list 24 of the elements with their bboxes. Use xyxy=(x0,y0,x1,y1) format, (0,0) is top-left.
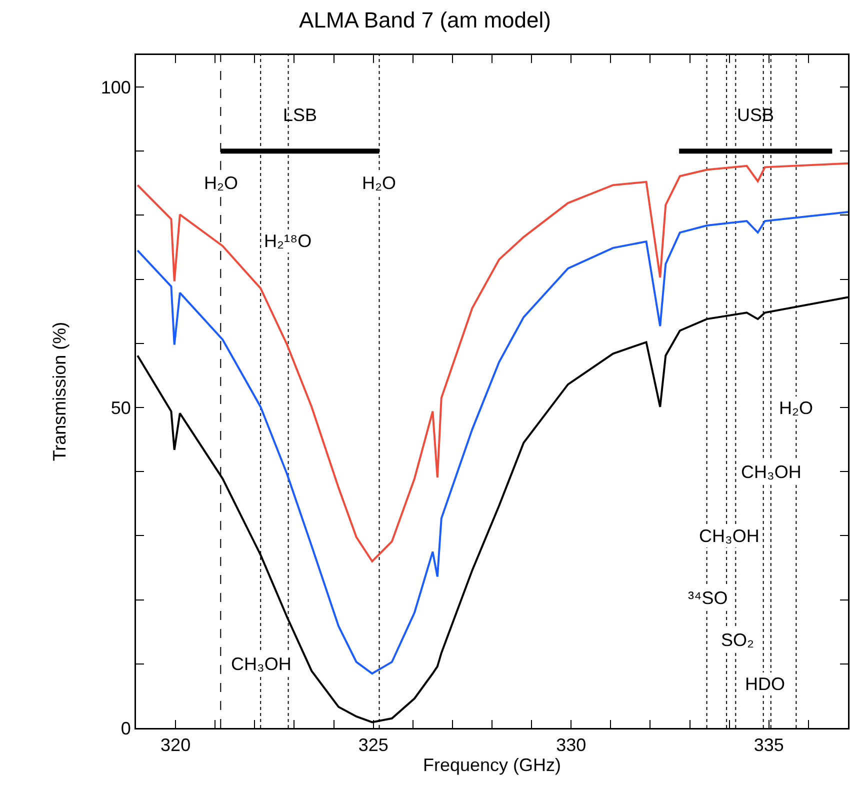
y-axis-title: Transmission (%) xyxy=(49,322,70,462)
x-tick-label: 335 xyxy=(754,735,784,756)
annotation: LSB xyxy=(283,105,318,125)
chart-title: ALMA Band 7 (am model) xyxy=(299,7,551,32)
annotation: CH₃OH xyxy=(741,462,802,482)
annotation: CH₃OH xyxy=(231,654,292,674)
annotation: SO₂ xyxy=(721,630,754,650)
annotation: H₂O xyxy=(204,173,238,193)
annotation: CH₃OH xyxy=(699,526,760,546)
x-tick-label: 325 xyxy=(358,735,388,756)
annotation: USB xyxy=(737,105,774,125)
annotation: HDO xyxy=(745,674,785,694)
line-series xyxy=(136,162,848,562)
annotation: H₂O xyxy=(362,173,396,193)
y-tick-label: 0 xyxy=(120,718,131,738)
annotation: H₂O xyxy=(779,398,813,418)
line-series xyxy=(136,211,848,675)
y-tick-label: 50 xyxy=(110,398,131,418)
annotation: H₂¹⁸O xyxy=(264,231,312,251)
x-tick-label: 330 xyxy=(556,735,586,756)
annotation: ³⁴SO xyxy=(688,588,728,608)
x-tick-label: 320 xyxy=(160,735,191,756)
y-tick-label: 100 xyxy=(100,77,131,98)
x-axis-title: Frequency (GHz) xyxy=(422,755,562,776)
